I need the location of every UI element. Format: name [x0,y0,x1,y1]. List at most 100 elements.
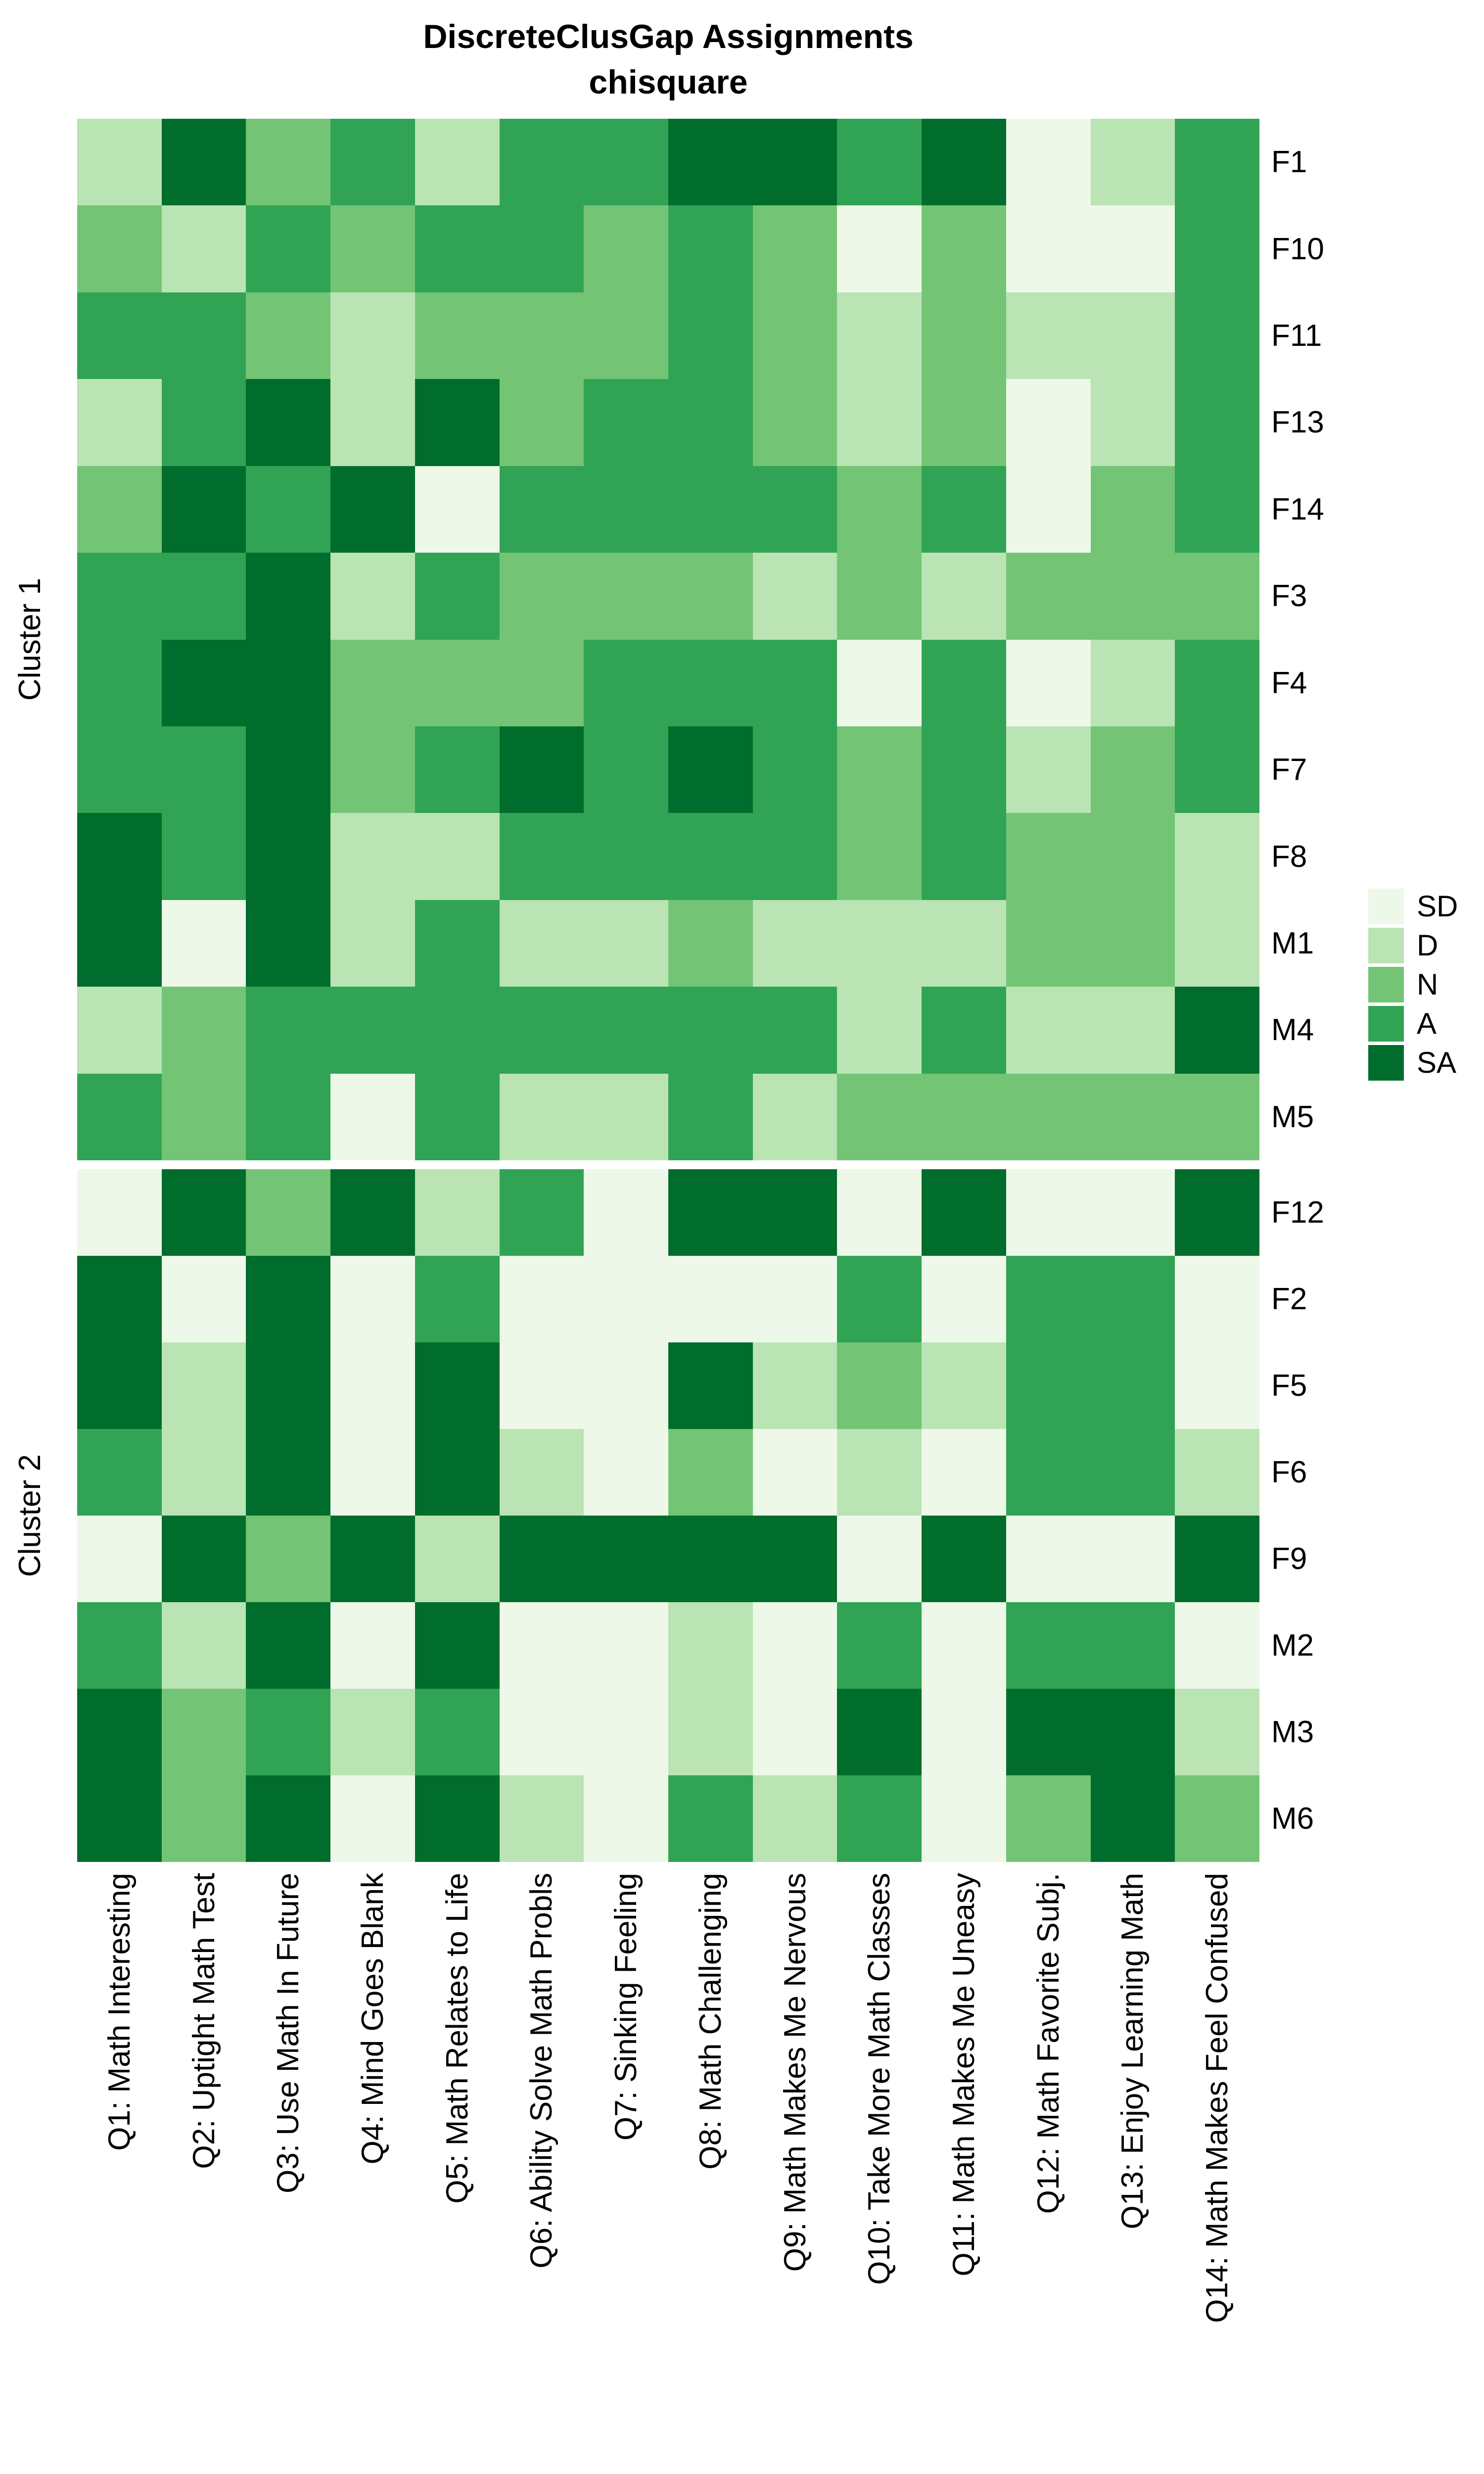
cluster-1-label: Cluster 1 [12,578,47,701]
heatmap-cell [922,1602,1006,1689]
heatmap-cell [584,1429,668,1516]
heatmap-cell [161,813,246,900]
heatmap-cell [837,379,922,466]
heatmap-cell [1090,466,1175,553]
heatmap-cell [330,119,415,206]
heatmap-cell [668,1602,753,1689]
heatmap-cell [584,379,668,466]
cluster-2-label: Cluster 2 [12,1454,47,1577]
column-label-cell: Q5: Math Relates to Life [415,1873,500,2473]
heatmap-cell [752,553,837,640]
heatmap-cell [1175,1429,1259,1516]
heatmap-cell [837,1602,922,1689]
heatmap-cell [922,553,1006,640]
heatmap-cell [922,1689,1006,1775]
heatmap-cell [161,119,246,206]
heatmap-cell [1090,1602,1175,1689]
row-label: F8 [1271,839,1307,874]
cluster-2-strip: Cluster 2 [9,1169,50,1862]
heatmap-cell [922,379,1006,466]
heatmap-cell [330,639,415,726]
legend-swatch [1368,1045,1404,1081]
heatmap-cell [415,1429,500,1516]
heatmap-cell [499,1256,584,1342]
column-label: Q7: Sinking Feeling [609,1873,644,2141]
heatmap-cell [837,205,922,292]
heatmap-cell [752,1602,837,1689]
heatmap-cell [330,205,415,292]
heatmap-cell [1006,553,1091,640]
heatmap-cell [161,639,246,726]
heatmap-cell [1006,1256,1091,1342]
heatmap-cell [752,1073,837,1160]
heatmap-cell [77,292,162,380]
legend-swatch [1368,1006,1404,1042]
heatmap-cell [330,1516,415,1602]
heatmap-cell [330,1689,415,1775]
column-label: Q10: Take More Math Classes [862,1873,897,2285]
heatmap-cell [1006,466,1091,553]
column-label-cell: Q1: Math Interesting [77,1873,162,2473]
heatmap-cell [77,379,162,466]
legend-entry: A [1368,1006,1484,1042]
heatmap-cell [77,1429,162,1516]
heatmap-cell [1175,726,1259,813]
heatmap-cell [1090,1429,1175,1516]
heatmap-cell [415,1516,500,1602]
row-label: F2 [1271,1282,1307,1316]
heatmap-cell [1175,900,1259,987]
heatmap-cell [837,726,922,813]
row-label: F4 [1271,666,1307,700]
heatmap-cell [584,726,668,813]
heatmap-cell [752,639,837,726]
heatmap-cell [330,1256,415,1342]
heatmap-cell [752,205,837,292]
heatmap-cell [668,1073,753,1160]
column-label: Q5: Math Relates to Life [440,1873,474,2204]
heatmap-cell [584,1775,668,1862]
heatmap-cell [584,466,668,553]
heatmap-cell [1090,292,1175,380]
heatmap-cell [77,1689,162,1775]
column-label-cell: Q6: Ability Solve Math Probls [500,1873,584,2473]
heatmap-cell [77,1073,162,1160]
row-label: M6 [1271,1802,1314,1836]
heatmap-cell [922,1256,1006,1342]
heatmap-cell [922,1429,1006,1516]
heatmap-cell [584,639,668,726]
heatmap-cell [161,1073,246,1160]
heatmap-cell [837,1689,922,1775]
heatmap-cell [837,1429,922,1516]
heatmap-cell [1006,205,1091,292]
heatmap-cell [330,987,415,1074]
heatmap-cell [1090,1073,1175,1160]
row-label: F9 [1271,1542,1307,1576]
row-label: F7 [1271,753,1307,787]
heatmap-cell [1090,813,1175,900]
heatmap-cell [415,466,500,553]
heatmap-cell [1006,1169,1091,1256]
heatmap-cell [1006,726,1091,813]
heatmap-cell [77,1342,162,1429]
heatmap-cell [330,900,415,987]
heatmap-cell [77,813,162,900]
heatmap-cell [752,987,837,1074]
column-label-cell: Q11: Math Makes Me Uneasy [922,1873,1006,2473]
heatmap-cell [1006,1429,1091,1516]
heatmap-cell [77,553,162,640]
heatmap-cell [77,205,162,292]
heatmap-cell [330,379,415,466]
heatmap-cell [1090,119,1175,206]
heatmap-cell [499,726,584,813]
heatmap-cell [246,119,331,206]
row-labels-1: F1 F10 F11 F13 F14 F3 F4 F7 F8 M1 M4 M5 [1271,119,1420,1160]
heatmap-cell [161,1602,246,1689]
heatmap-cell [161,987,246,1074]
row-label: M1 [1271,926,1314,960]
heatmap-cell [330,1775,415,1862]
heatmap-cell [1175,1775,1259,1862]
heatmap-cell [668,205,753,292]
chart-title-line2: chisquare [589,63,748,101]
row-label: F12 [1271,1195,1324,1230]
heatmap-cell [668,466,753,553]
